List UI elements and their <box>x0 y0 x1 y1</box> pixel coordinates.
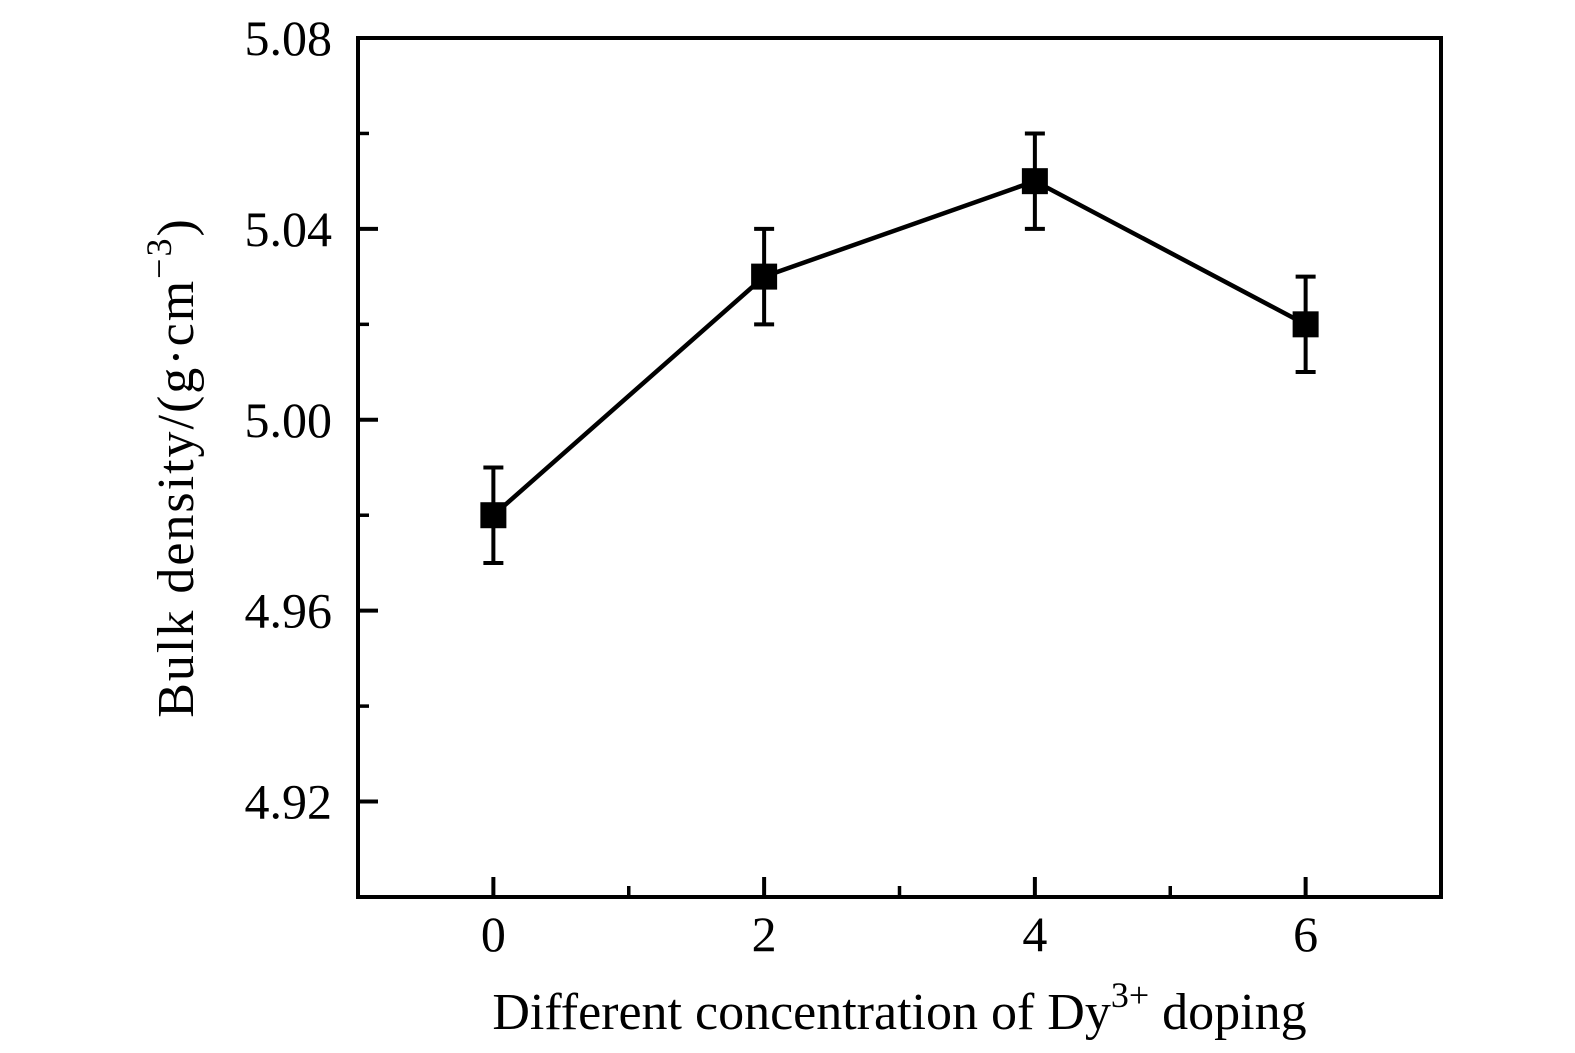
x-tick-label: 6 <box>1293 906 1318 962</box>
y-tick-label: 5.00 <box>245 392 333 448</box>
x-axis: 0 2 4 6 <box>481 877 1318 962</box>
data-point-marker <box>1021 168 1048 195</box>
data-point-marker <box>480 502 507 529</box>
x-tick-label: 4 <box>1022 906 1047 962</box>
x-tick-label: 2 <box>752 906 777 962</box>
y-tick-label: 5.04 <box>245 201 333 257</box>
y-tick-label: 4.92 <box>245 774 333 830</box>
data-line <box>491 178 1307 517</box>
data-point-marker <box>1292 311 1319 338</box>
y-axis-label: Bulk density/(g·cm−3) <box>139 217 205 718</box>
y-axis: 4.92 4.96 5.00 5.04 5.08 <box>245 10 378 830</box>
series-bulk-density <box>480 131 1319 565</box>
x-tick-label: 0 <box>481 906 506 962</box>
x-axis-label: Different concentration of Dy3+ doping <box>492 975 1306 1041</box>
data-point-marker <box>751 263 778 290</box>
y-tick-label: 5.08 <box>245 10 333 66</box>
y-tick-label: 4.96 <box>245 583 333 639</box>
